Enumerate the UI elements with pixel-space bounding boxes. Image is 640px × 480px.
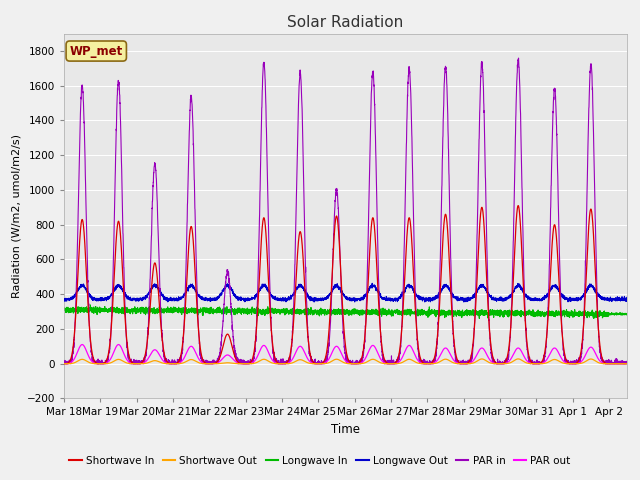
Text: WP_met: WP_met — [70, 45, 123, 58]
Title: Solar Radiation: Solar Radiation — [287, 15, 404, 30]
Y-axis label: Radiation (W/m2, umol/m2/s): Radiation (W/m2, umol/m2/s) — [11, 134, 21, 298]
Legend: Shortwave In, Shortwave Out, Longwave In, Longwave Out, PAR in, PAR out: Shortwave In, Shortwave Out, Longwave In… — [65, 452, 575, 470]
X-axis label: Time: Time — [331, 423, 360, 436]
